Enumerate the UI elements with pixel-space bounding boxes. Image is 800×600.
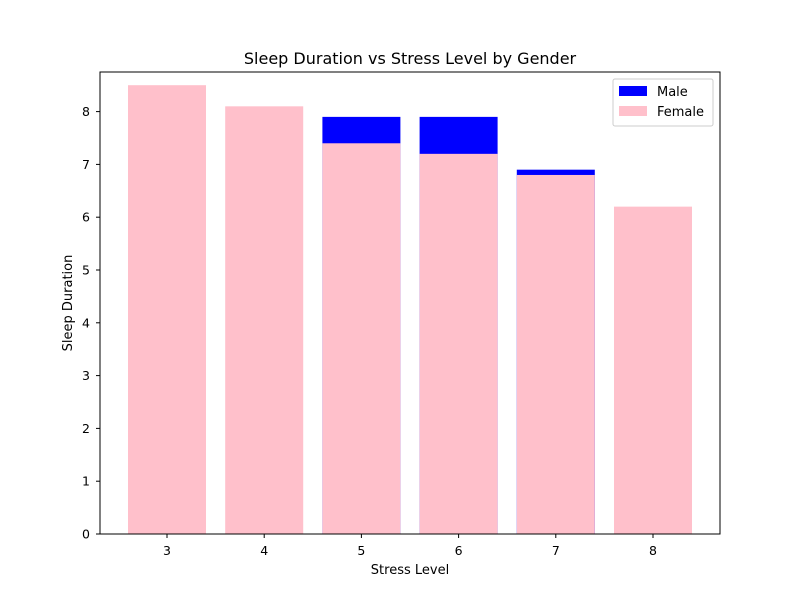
x-tick-label: 5 <box>357 543 365 558</box>
x-tick-label: 7 <box>552 543 560 558</box>
bars-group <box>128 85 692 534</box>
y-ticks: 0 1 2 3 4 5 6 7 8 <box>82 104 100 542</box>
legend-swatch-male <box>619 86 647 96</box>
x-ticks: 3 4 5 6 7 8 <box>163 534 657 558</box>
x-tick-label: 6 <box>455 543 463 558</box>
legend-swatch-female <box>619 106 647 116</box>
y-tick-label: 7 <box>82 157 90 172</box>
legend-label-male: Male <box>657 85 688 100</box>
x-axis-label: Stress Level <box>371 563 449 578</box>
y-tick-label: 8 <box>82 104 90 119</box>
y-tick-label: 0 <box>82 527 90 542</box>
bar-female-8 <box>614 206 692 534</box>
bar-female-5 <box>322 143 401 534</box>
legend-label-female: Female <box>657 105 704 120</box>
bar-female-6 <box>419 153 498 534</box>
y-tick-label: 4 <box>82 315 90 330</box>
y-tick-label: 3 <box>82 368 90 383</box>
bar-female-3 <box>128 85 206 534</box>
x-tick-label: 3 <box>163 543 171 558</box>
y-axis-label: Sleep Duration <box>61 255 76 352</box>
y-tick-label: 1 <box>82 474 90 489</box>
chart-title: Sleep Duration vs Stress Level by Gender <box>244 49 577 68</box>
plot-frame <box>99 71 721 535</box>
x-tick-label: 4 <box>260 543 268 558</box>
y-tick-label: 5 <box>82 263 90 278</box>
y-tick-label: 2 <box>82 421 90 436</box>
bar-female-4 <box>225 106 304 534</box>
y-tick-label: 6 <box>82 210 90 225</box>
x-tick-label: 8 <box>649 543 657 558</box>
bar-female-7 <box>516 174 595 534</box>
legend: Male Female <box>612 78 714 127</box>
